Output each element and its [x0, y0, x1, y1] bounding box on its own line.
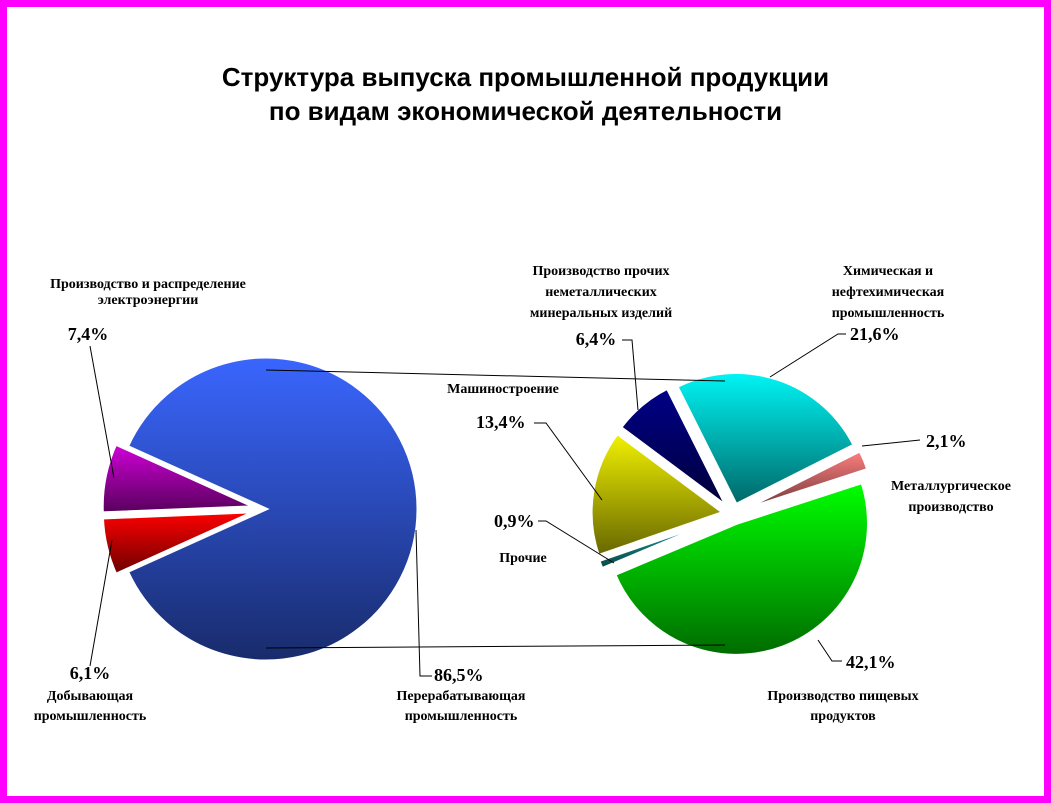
leader-line-химическая-и-нефтехимическая-промышленность [769, 333, 846, 378]
connector-line-bottom [265, 644, 726, 649]
data-label-машиностроение: 13,4% [476, 412, 526, 432]
category-label-добывающая-промышленность: промышленность [34, 709, 147, 724]
category-label-производство-прочих-неметаллических-минеральных-изделий: неметаллических [545, 285, 657, 300]
slice-химическая-и-нефтехимическая-промышленность [674, 371, 857, 507]
category-label-производство-и-распределение-электроэнергии: Производство и распределение [50, 277, 246, 292]
slice-перерабатывающая-промышленность [125, 355, 420, 663]
category-label-химическая-и-нефтехимическая-промышленность: нефтехимическая [832, 285, 945, 300]
category-label-производство-пищевых-продуктов: Производство пищевых [767, 689, 918, 704]
chart-title-line2: по видам экономической деятельности [268, 96, 783, 126]
leader-line-прочие [538, 520, 615, 564]
leader-line-добывающая-промышленность [89, 539, 113, 667]
category-label-прочие: Прочие [499, 551, 547, 566]
data-label-металлургическое-производство: 2,1% [926, 431, 967, 451]
leader-line-машиностроение [534, 422, 603, 501]
data-label-прочие: 0,9% [494, 511, 535, 531]
leader-line-перерабатывающая-промышленность [415, 529, 432, 677]
slice-металлургическое-производство [741, 448, 870, 512]
slice-производство-и-распределение-электроэнергии [100, 442, 255, 515]
category-label-металлургическое-производство: производство [908, 500, 993, 515]
category-label-химическая-и-нефтехимическая-промышленность: Химическая и [843, 264, 933, 279]
category-label-металлургическое-производство: Металлургическое [891, 479, 1011, 494]
slice-производство-прочих-неметаллических-минеральных-изделий [618, 386, 728, 508]
category-label-производство-прочих-неметаллических-минеральных-изделий: минеральных изделий [530, 306, 672, 321]
leader-line-производство-прочих-неметаллических-минеральных-изделий [622, 339, 639, 411]
category-label-перерабатывающая-промышленность: промышленность [405, 709, 518, 724]
data-label-добывающая-промышленность: 6,1% [70, 663, 111, 683]
leader-line-производство-пищевых-продуктов [817, 639, 842, 662]
category-label-добывающая-промышленность: Добывающая [47, 689, 134, 704]
data-label-перерабатывающая-промышленность: 86,5% [434, 665, 484, 685]
category-label-химическая-и-нефтехимическая-промышленность: промышленность [832, 306, 945, 321]
data-label-производство-прочих-неметаллических-минеральных-изделий: 6,4% [576, 329, 617, 349]
slice-производство-пищевых-продуктов [612, 480, 870, 657]
data-label-производство-и-распределение-электроэнергии: 7,4% [68, 324, 109, 344]
category-label-производство-пищевых-продуктов: продуктов [810, 709, 876, 724]
category-label-производство-и-распределение-электроэнергии: электроэнергии [98, 293, 199, 308]
connector-line-top [265, 369, 726, 382]
slice-машиностроение [589, 431, 727, 558]
chart-title-line1: Структура выпуска промышленной продукции [221, 62, 830, 92]
data-label-химическая-и-нефтехимическая-промышленность: 21,6% [850, 324, 900, 344]
data-label-производство-пищевых-продуктов: 42,1% [846, 652, 896, 672]
leader-line-производство-и-распределение-электроэнергии [89, 345, 115, 479]
slice-добывающая-промышленность [100, 510, 255, 577]
slice-прочие [596, 516, 725, 571]
leader-line-металлургическое-производство [861, 439, 921, 447]
category-label-перерабатывающая-промышленность: Перерабатывающая [397, 689, 526, 704]
category-label-машиностроение: Машиностроение [447, 382, 559, 397]
category-label-производство-прочих-неметаллических-минеральных-изделий: Производство прочих [532, 264, 669, 279]
